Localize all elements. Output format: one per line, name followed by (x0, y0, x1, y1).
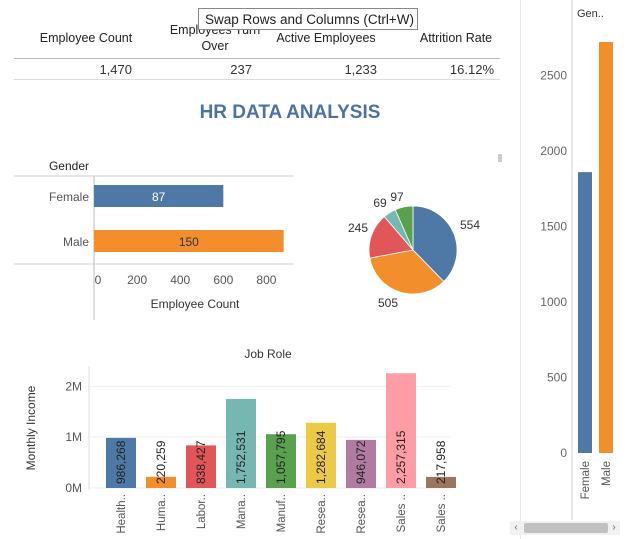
gender-label-male: Male (63, 235, 89, 249)
kpi-employee-count-label: Employee Count (39, 31, 133, 45)
job-role-value-label: 1,752,531 (234, 430, 248, 484)
job-role-bar[interactable] (146, 476, 176, 488)
gender-x-tick: 400 (170, 273, 190, 287)
job-role-category-label: Sales .. (436, 494, 448, 532)
kpi-attrition-value: 16.12% (449, 62, 494, 77)
gender-value-female: 87 (152, 190, 166, 204)
pie-label-245: 245 (348, 221, 368, 235)
kpi-employee-count-value: 1,470 (99, 62, 132, 77)
gender-value-male: 150 (179, 235, 199, 249)
right-chart-y-tick: 2500 (540, 69, 567, 83)
gender-bar-female[interactable] (94, 185, 224, 207)
right-chart-y-tick: 1500 (540, 220, 567, 234)
pie-slices (368, 205, 458, 295)
right-chart-y-tick: 500 (547, 371, 567, 385)
right-chart-y-tick: 1000 (540, 295, 567, 309)
toolbar-tooltip: Swap Rows and Columns (Ctrl+W) (198, 8, 418, 30)
job-role-title: Job Role (244, 347, 292, 361)
gender-x-tick: 600 (213, 273, 233, 287)
pie-label-97: 97 (390, 190, 404, 204)
pie-label-69: 69 (373, 196, 387, 210)
gender-x-tick: 800 (256, 273, 276, 287)
job-role-category-label: Huma.. (156, 494, 168, 531)
job-role-bar[interactable] (426, 476, 456, 488)
kpi-header-divider (14, 58, 500, 59)
job-role-value-label: 1,282,684 (314, 430, 328, 484)
right-chart-header: Gen.. (577, 8, 604, 20)
job-role-bar[interactable] (346, 439, 376, 488)
job-role-chart: Job Role Monthly Income 0M 1M 2M 986,268 He… (24, 347, 456, 534)
pie-label-505: 505 (378, 296, 398, 310)
kpi-turnover-value: 237 (230, 62, 252, 77)
job-role-y-tick: 2M (65, 379, 82, 393)
gender-x-tick: 0 (95, 273, 102, 287)
job-role-category-label: Health.. (116, 494, 128, 534)
right-chart-category-label: Male (601, 461, 613, 486)
scroll-right-icon[interactable]: › (612, 522, 616, 533)
job-role-bars: 986,268 Health.. 220,259 Huma.. 838,427 Labor… (106, 373, 456, 534)
right-chart-bar[interactable] (578, 172, 592, 453)
job-role-value-label: 220,259 (154, 440, 168, 484)
kpi-active-label: Active Employees (276, 31, 376, 45)
job-role-value-label: 217,958 (434, 440, 448, 484)
gender-x-axis-title: Employee Count (151, 297, 240, 311)
gender-x-axis: 0 200 400 600 800 (95, 273, 277, 287)
gender-x-tick: 200 (127, 273, 147, 287)
gender-bar-chart: Gender Female Male 87 150 0 200 400 600 800 … (14, 159, 294, 320)
job-role-value-label: 838,427 (194, 440, 208, 484)
right-chart-y-tick: 2000 (540, 144, 567, 158)
pie-slice[interactable] (412, 205, 458, 283)
panel-divider (520, 0, 521, 539)
kpi-attrition-label: Attrition Rate (419, 31, 493, 45)
job-role-y-axis-title: Monthly Income (24, 385, 38, 470)
right-chart-bar[interactable] (599, 42, 613, 453)
kpi-active-value: 1,233 (344, 62, 377, 77)
gender-row-header: Gender (49, 159, 89, 173)
job-role-value-label: 986,268 (114, 440, 128, 484)
job-role-bar[interactable] (106, 437, 136, 488)
gender-bar-male[interactable] (94, 230, 284, 252)
scroll-left-icon[interactable]: ‹ (514, 522, 518, 533)
right-chart-marks: 0 500 1000 1500 2000 2500 Female Male (540, 42, 613, 499)
gender-label-female: Female (49, 190, 89, 204)
job-role-y-tick: 1M (65, 430, 82, 444)
job-role-category-label: Resea.. (356, 494, 368, 534)
scroll-thumb[interactable] (524, 523, 608, 533)
job-role-bar[interactable] (306, 422, 336, 488)
job-role-value-label: 2,257,315 (394, 430, 408, 484)
job-role-value-label: 946,072 (354, 440, 368, 484)
right-chart-category-label: Female (580, 461, 592, 499)
attrition-pie-chart: 554 505 245 69 97 (348, 190, 480, 310)
job-role-category-label: Mana.. (236, 494, 248, 529)
job-role-bar[interactable] (226, 398, 256, 488)
resize-handle[interactable] (498, 154, 502, 162)
dashboard-title: HR DATA ANALYSIS (199, 102, 381, 123)
job-role-category-label: Labor.. (196, 494, 208, 529)
right-chart-y-tick: 0 (560, 446, 567, 460)
pie-slice[interactable] (368, 216, 414, 259)
job-role-category-label: Manuf.. (276, 494, 288, 532)
job-role-value-label: 1,057,795 (274, 430, 288, 484)
job-role-y-tick: 0M (65, 481, 82, 495)
kpi-bottom-divider (14, 79, 500, 80)
job-role-bar[interactable] (266, 434, 296, 488)
pie-slice[interactable] (394, 205, 414, 251)
pie-slice[interactable] (369, 249, 445, 295)
job-role-category-label: Sales .. (396, 494, 408, 532)
gender-count-chart: Gen.. 0 500 1000 1500 2000 2500 Female Male (540, 0, 613, 520)
job-role-bar[interactable] (386, 373, 416, 488)
horizontal-scrollbar[interactable]: ‹ › (510, 521, 620, 535)
job-role-bar[interactable] (186, 445, 216, 488)
job-role-category-label: Resea.. (316, 494, 328, 534)
pie-label-554: 554 (460, 218, 480, 232)
